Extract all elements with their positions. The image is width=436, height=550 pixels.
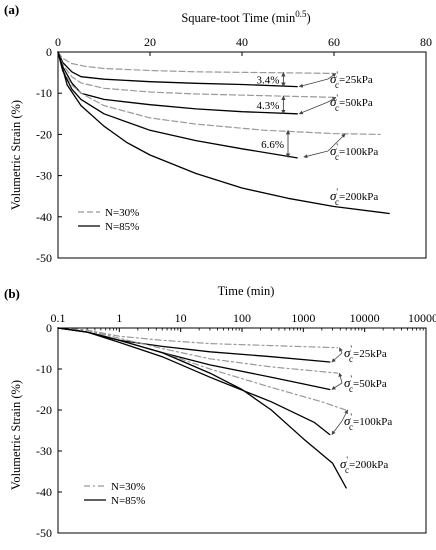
panel-a-label: (a) [4, 2, 19, 17]
y-tick-label: -40 [36, 485, 52, 499]
panel-b-series [57, 327, 347, 489]
gap-label: 4.3% [256, 100, 279, 112]
series-line [57, 51, 298, 159]
x-tick-label: 40 [236, 35, 248, 49]
x-tick-label: 0 [55, 35, 61, 49]
panel-b: (b) Time (min) Volumetric Strain (%) 0.1… [4, 284, 436, 540]
x-tick-label: 20 [144, 35, 156, 49]
series-line [57, 51, 298, 115]
panel-a-plot-frame [57, 51, 427, 259]
legend-label: N=30% [105, 207, 139, 219]
x-tick-label: 1 [116, 311, 122, 325]
pointer-arrow [338, 372, 343, 384]
y-tick-label: -20 [36, 403, 52, 417]
panel-b-plot-frame [57, 327, 427, 534]
gap-label: 3.4% [256, 75, 279, 87]
panel-a-series [57, 51, 390, 215]
pointer-arrow [303, 150, 329, 159]
panel-b-x-axis-title: Time (min) [218, 284, 275, 298]
panel-a: (a) Square-toot Time (min0.5) Volumetric… [4, 2, 432, 265]
panel-a-annotations: 3.4% 4.3% 6.6% [256, 72, 291, 158]
pointer-arrow [327, 96, 337, 103]
pointer-arrow [331, 352, 343, 363]
series-line [57, 327, 347, 489]
x-tick-label: 60 [328, 35, 340, 49]
series-line [57, 51, 390, 215]
x-tick-label: 80 [420, 35, 432, 49]
stress-label: σ' c=200kPa [330, 187, 378, 207]
series-line [57, 327, 331, 363]
panel-a-y-axis-title: Volumetric Strain (%) [9, 100, 23, 210]
panel-a-x-axis-title: Square-toot Time (min0.5) [181, 9, 310, 25]
pointer-arrow [327, 73, 337, 80]
pointer-arrow [339, 347, 343, 354]
stress-label: σ' c=50kPa [344, 374, 387, 394]
gap-label: 6.6% [261, 139, 284, 151]
series-line [57, 51, 298, 88]
y-tick-label: -20 [36, 127, 52, 141]
stress-label: σ' c=200kPa [340, 455, 388, 475]
pointer-arrow [298, 101, 329, 115]
stress-label: σ' c=100kPa [330, 142, 378, 162]
stress-label: σ' c=50kPa [330, 93, 373, 113]
stress-label: σ' c=25kPa [344, 344, 387, 364]
y-tick-label: 0 [46, 45, 52, 59]
panel-b-legend: N=30% N=85% [84, 481, 145, 507]
series-line [57, 51, 335, 98]
legend-label: N=85% [105, 221, 139, 233]
panel-a-legend: N=30% N=85% [78, 207, 139, 233]
pointer-arrow [298, 78, 329, 88]
series-line [57, 51, 381, 135]
series-line [57, 51, 335, 75]
y-tick-label: -50 [36, 251, 52, 265]
legend-label: N=30% [111, 481, 145, 493]
y-tick-label: -10 [36, 362, 52, 376]
x-tick-label: 100 [233, 311, 251, 325]
panel-a-stress-labels: σ' c=25kPa σ' c=50kPa σ' c=100kPa σ' c=200kPa [298, 70, 378, 207]
panel-b-stress-labels: σ' c=25kPa σ' c=50kPa σ' c=100kPa σ' c=200kPa [331, 344, 392, 475]
stress-label: σ' c=25kPa [330, 70, 373, 90]
legend-label: N=85% [111, 495, 145, 507]
pointer-arrow [331, 420, 343, 435]
y-tick-label: -10 [36, 86, 52, 100]
pointer-arrow [331, 382, 343, 390]
y-tick-label: -30 [36, 169, 52, 183]
panel-b-y-axis-title: Volumetric Strain (%) [9, 380, 23, 490]
series-line [57, 327, 347, 411]
y-tick-label: -50 [36, 526, 52, 540]
pointer-arrow [327, 133, 346, 152]
x-tick-label: 0.1 [51, 311, 66, 325]
series-line [57, 327, 339, 349]
x-tick-label: 10 [175, 311, 187, 325]
y-tick-label: -40 [36, 210, 52, 224]
panel-b-label: (b) [4, 286, 20, 301]
y-tick-label: -30 [36, 444, 52, 458]
pointer-arrow [341, 409, 349, 422]
y-tick-label: 0 [46, 321, 52, 335]
stress-label: σ' c=100kPa [344, 412, 392, 432]
x-tick-label: 10000 [350, 311, 380, 325]
x-tick-label: 1000 [291, 311, 315, 325]
